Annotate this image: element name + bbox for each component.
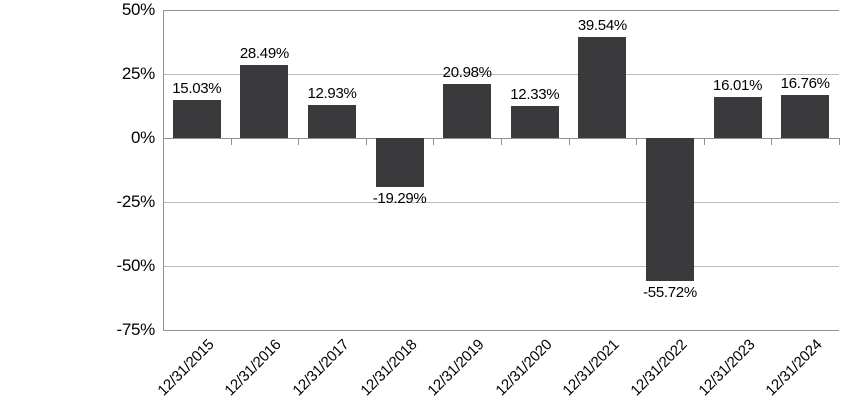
y-tick-label: 0%	[131, 128, 155, 147]
category-tick	[230, 138, 232, 145]
x-tick-label: 12/31/2018	[356, 336, 420, 400]
x-tick-label: 12/31/2015	[154, 336, 218, 400]
category-tick	[771, 138, 773, 145]
bar-data-label: 39.54%	[577, 16, 627, 34]
y-tick-label: -75%	[116, 320, 156, 339]
x-tick-label: 12/31/2019	[424, 336, 488, 400]
bar	[240, 65, 289, 138]
bar-data-label: -55.72%	[643, 283, 697, 301]
bar	[510, 106, 559, 138]
bar	[375, 138, 424, 188]
bar	[578, 36, 627, 138]
bar-data-label: 20.98%	[442, 64, 492, 82]
category-tick	[636, 138, 638, 145]
x-tick-label: 12/31/2022	[627, 336, 691, 400]
category-tick	[568, 138, 570, 145]
y-tick-label: 25%	[121, 64, 155, 83]
bar	[172, 99, 221, 138]
bar	[646, 138, 694, 281]
x-tick-label: 12/31/2016	[221, 336, 285, 400]
y-tick-label: -25%	[116, 192, 156, 211]
x-tick-label: 12/31/2020	[492, 336, 556, 400]
y-tick-label: 50%	[121, 0, 155, 19]
bar-data-label: 12.33%	[510, 86, 560, 104]
gridline	[163, 265, 839, 267]
bar	[781, 95, 830, 138]
bar-data-label: 15.03%	[172, 79, 222, 97]
category-tick	[163, 138, 164, 145]
axis-gridline	[163, 9, 839, 11]
category-tick	[365, 138, 367, 145]
gridline	[163, 73, 839, 75]
category-tick	[501, 138, 502, 145]
bar-data-label: 12.93%	[307, 84, 357, 102]
bar	[443, 84, 492, 138]
bar	[308, 104, 356, 138]
bar-data-label: 16.01%	[713, 77, 763, 94]
bar	[713, 97, 762, 138]
x-tick-label: 12/31/2017	[289, 336, 353, 400]
x-tick-label: 12/31/2023	[694, 336, 758, 400]
category-tick	[433, 138, 435, 145]
x-tick-label: 12/31/2021	[559, 336, 623, 400]
category-tick	[298, 138, 300, 145]
category-tick	[839, 138, 840, 145]
axis-gridline	[163, 329, 839, 331]
bar-data-label: 28.49%	[239, 45, 289, 63]
category-tick	[703, 138, 705, 145]
bar-data-label: -19.29%	[372, 190, 427, 208]
bar-data-label: 16.76%	[780, 75, 830, 93]
y-tick-label: -50%	[116, 256, 156, 275]
x-tick-label: 12/31/2024	[762, 336, 826, 400]
y-axis-line	[163, 10, 164, 330]
gridline	[163, 201, 839, 203]
